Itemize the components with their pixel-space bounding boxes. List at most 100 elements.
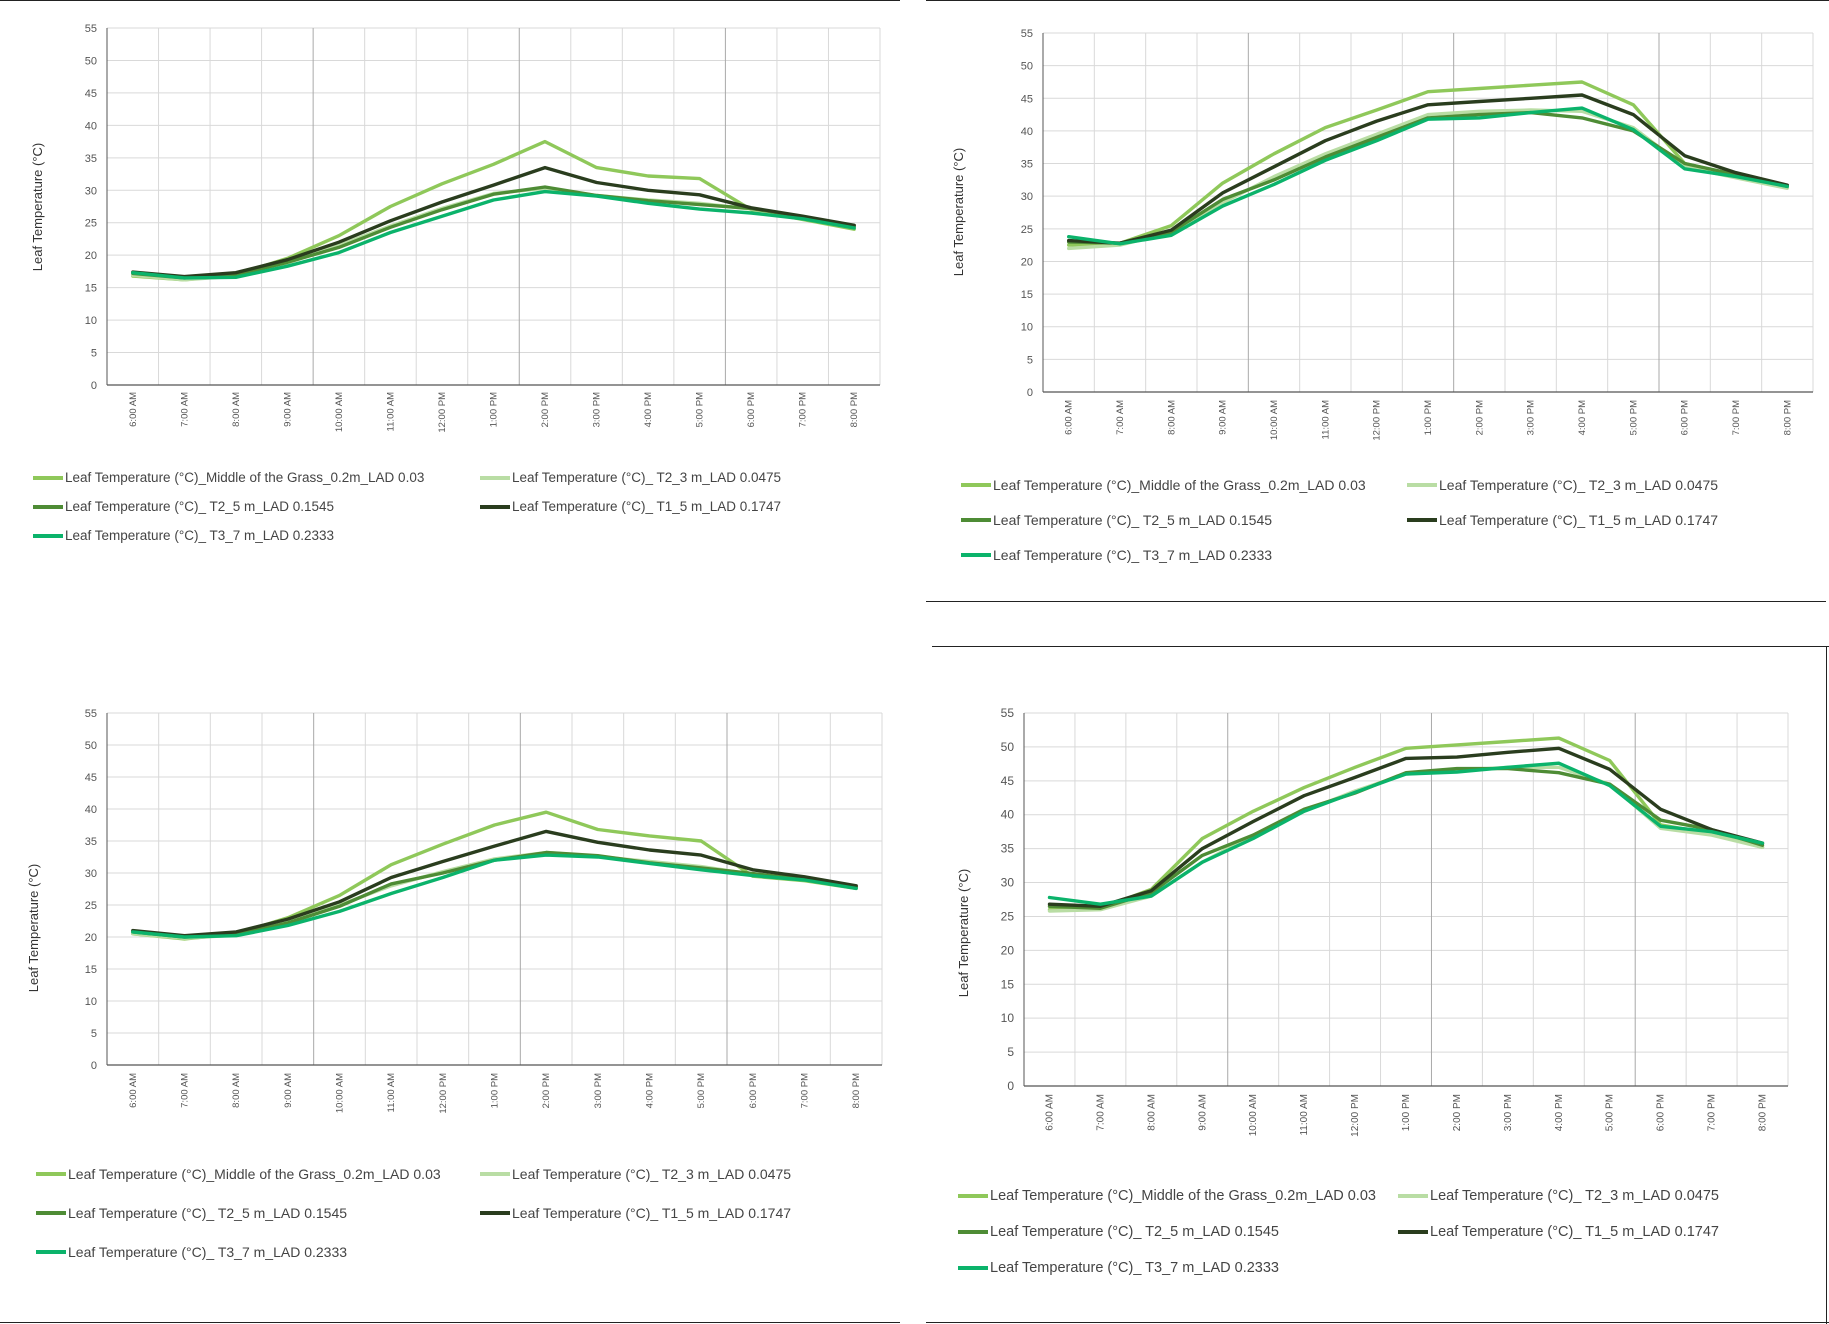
- data-point: [441, 208, 443, 211]
- y-tick-label: 0: [1007, 1079, 1014, 1093]
- x-tick-label: 11:00 AM: [1299, 1094, 1310, 1136]
- y-tick-label: 35: [85, 153, 97, 165]
- x-tick-label: 2:00 PM: [1452, 1094, 1463, 1131]
- data-point: [1221, 192, 1224, 194]
- series-line: [131, 189, 856, 280]
- legend-swatch: [1398, 1230, 1428, 1234]
- series-4: [1047, 746, 1765, 908]
- x-tick-label: 10:00 AM: [334, 392, 345, 432]
- data-point: [700, 854, 702, 856]
- data-point: [492, 193, 495, 195]
- y-tick-label: 5: [91, 348, 97, 360]
- data-point: [338, 246, 340, 249]
- legend-label: Leaf Temperature (°C)_ T2_5 m_LAD 0.1545: [65, 499, 335, 514]
- data-point: [132, 271, 134, 274]
- legend-item: Leaf Temperature (°C)_ T3_7 m_LAD 0.2333: [958, 1260, 1279, 1276]
- data-point: [1354, 791, 1356, 794]
- data-point: [132, 931, 134, 933]
- legend-item: Leaf Temperature (°C)_ T1_5 m_LAD 0.1747: [480, 499, 781, 514]
- y-tick-label: 55: [1001, 706, 1015, 720]
- data-point: [1150, 895, 1153, 897]
- data-point: [1478, 113, 1481, 116]
- y-tick-label: 25: [85, 218, 97, 230]
- data-point: [1273, 179, 1275, 181]
- data-point: [1581, 81, 1583, 83]
- x-tick-label: 8:00 PM: [1758, 1094, 1769, 1131]
- data-point: [492, 199, 495, 201]
- legend-label: Leaf Temperature (°C)_Middle of the Gras…: [65, 470, 425, 485]
- series-line: [131, 139, 856, 282]
- y-tick-label: 10: [1021, 322, 1033, 334]
- legend-item: Leaf Temperature (°C)_ T1_5 m_LAD 0.1747: [480, 1205, 791, 1221]
- data-point: [1427, 104, 1429, 106]
- data-point: [1048, 910, 1051, 912]
- data-point: [389, 231, 392, 234]
- grid: [106, 712, 883, 1066]
- y-axis-label: Leaf Temperature (°C): [26, 864, 41, 993]
- data-point: [1170, 234, 1173, 237]
- data-point: [1659, 825, 1662, 828]
- legend-swatch: [1407, 518, 1437, 522]
- x-tick-label: 11:00 AM: [1320, 400, 1331, 440]
- y-tick-label: 20: [85, 932, 97, 944]
- x-tick-label: 10:00 AM: [1248, 1094, 1259, 1136]
- series-4: [131, 165, 856, 279]
- data-point: [803, 876, 806, 878]
- chart-panel-3: 0 5 10 15 20 25 30 35 40 45 50 55 6:00 AM 7:00 AM 8:00…: [0, 648, 910, 1318]
- data-point: [801, 215, 804, 217]
- data-point: [390, 876, 393, 879]
- data-point: [1786, 185, 1789, 188]
- x-tick-label: 5:00 PM: [696, 1073, 707, 1108]
- chart-svg-2: 0 5 10 15 20 25 30 35 40 45 50 55 6:00 AM 7:00 AM 8:00…: [951, 28, 1814, 441]
- y-axis-label: Leaf Temperature (°C): [30, 143, 45, 272]
- x-tick-label: 6:00 AM: [128, 392, 139, 427]
- data-point: [1252, 834, 1254, 836]
- data-point: [545, 830, 547, 833]
- x-tick-label: 12:00 PM: [437, 392, 448, 433]
- legend-label: Leaf Temperature (°C)_ T1_5 m_LAD 0.1747: [512, 1205, 792, 1221]
- data-point: [287, 924, 289, 927]
- data-point: [1099, 905, 1102, 908]
- y-tick-label: 55: [1021, 28, 1033, 40]
- data-point: [389, 220, 392, 222]
- series-line: [131, 186, 856, 282]
- y-tick-label: 30: [1001, 876, 1015, 890]
- series-5: [131, 853, 858, 939]
- legend-item: Leaf Temperature (°C)_ T2_5 m_LAD 0.1545: [36, 1205, 347, 1221]
- data-point: [1683, 154, 1686, 157]
- y-tick-label: 30: [85, 868, 97, 880]
- data-point: [1710, 834, 1713, 836]
- legend-item: Leaf Temperature (°C)_ T3_7 m_LAD 0.2333: [36, 1244, 347, 1260]
- x-tick-label: 6:00 AM: [1044, 1094, 1055, 1131]
- data-point: [1375, 139, 1378, 142]
- data-point: [544, 166, 546, 169]
- legend-swatch: [1407, 483, 1437, 487]
- data-point: [1683, 162, 1686, 165]
- right-border-bottom: [1826, 646, 1827, 1324]
- y-tick-label: 55: [85, 23, 97, 35]
- data-point: [1558, 766, 1560, 769]
- y-tick-label: 25: [85, 900, 97, 912]
- legend-item: Leaf Temperature (°C)_Middle of the Gras…: [33, 470, 424, 485]
- x-tick-label: 2:00 PM: [540, 392, 551, 427]
- x-tick-label: 4:00 PM: [1577, 400, 1588, 435]
- data-point: [1683, 168, 1686, 170]
- x-tick-label: 4:00 PM: [1554, 1094, 1565, 1131]
- y-tick-label: 0: [91, 1060, 97, 1072]
- data-point: [698, 208, 701, 210]
- data-point: [183, 936, 186, 938]
- legend-item: Leaf Temperature (°C)_ T2_5 m_LAD 0.1545: [33, 499, 334, 514]
- data-point: [338, 234, 340, 237]
- chart-panel-1: 0 5 10 15 20 25 30 35 40 45 50 55 6:00 AM 7:00 AM 8:00…: [0, 0, 910, 600]
- data-point: [801, 218, 804, 220]
- y-tick-label: 0: [1027, 387, 1033, 399]
- y-tick-label: 10: [85, 315, 97, 327]
- data-point: [1632, 128, 1635, 131]
- legend-item: Leaf Temperature (°C)_ T2_3 m_LAD 0.0475: [1407, 477, 1718, 493]
- y-tick-label: 5: [91, 1028, 97, 1040]
- legend-label: Leaf Temperature (°C)_ T2_5 m_LAD 0.1545: [68, 1205, 348, 1221]
- data-point: [1558, 771, 1560, 774]
- data-point: [390, 892, 393, 895]
- data-point: [1581, 117, 1583, 119]
- data-point: [1375, 109, 1378, 111]
